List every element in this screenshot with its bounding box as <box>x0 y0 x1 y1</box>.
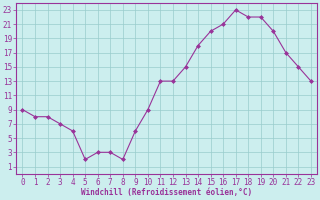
X-axis label: Windchill (Refroidissement éolien,°C): Windchill (Refroidissement éolien,°C) <box>81 188 252 197</box>
